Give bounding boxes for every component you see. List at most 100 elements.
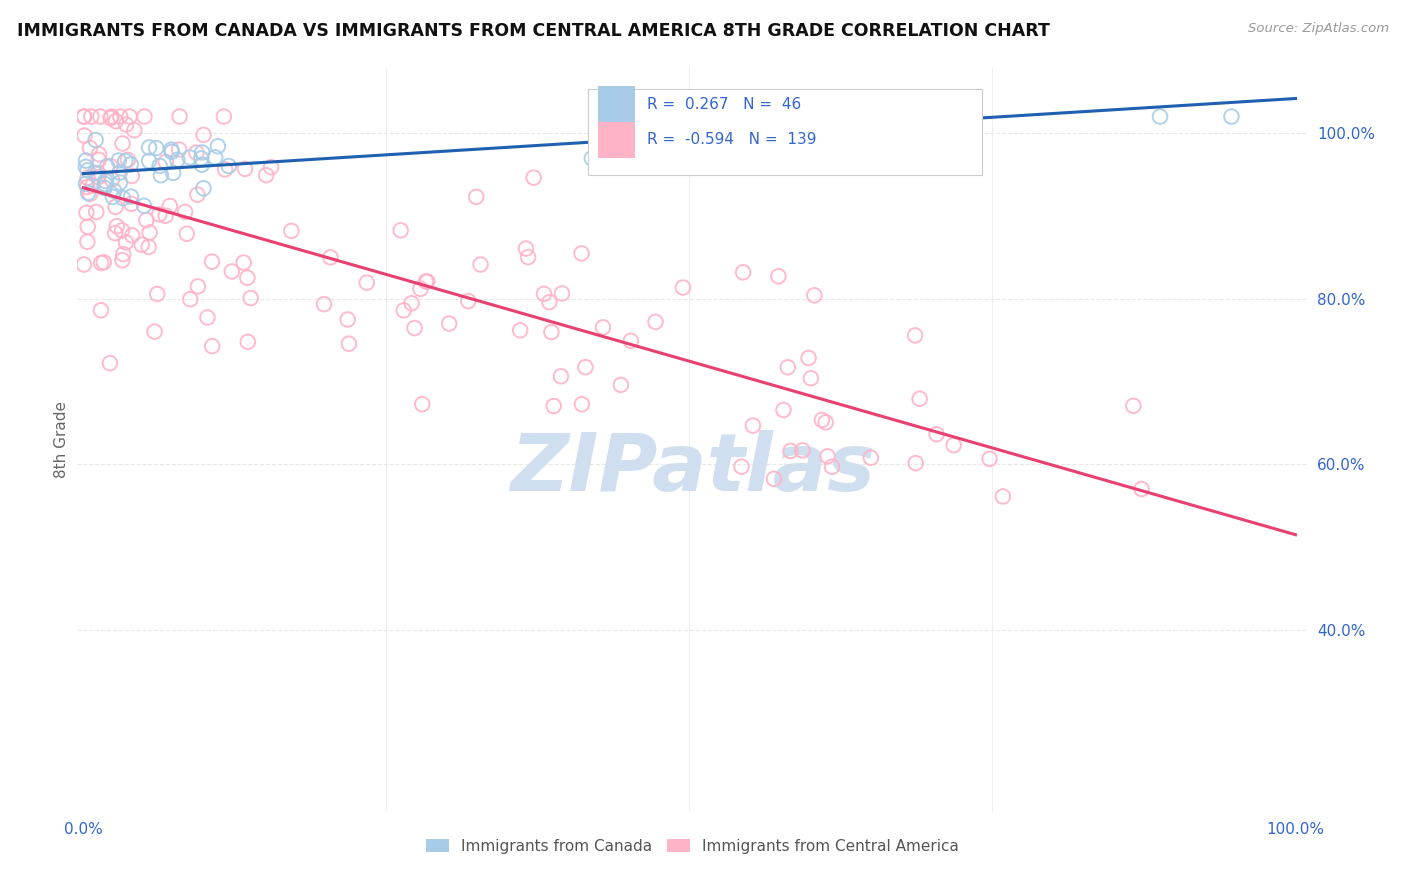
Point: [1149, 110, 1171, 124]
Point: [356, 276, 378, 290]
Point: [571, 246, 593, 260]
Point: [89, 110, 111, 124]
Point: [733, 265, 755, 279]
Point: [1122, 399, 1144, 413]
Point: [319, 251, 342, 265]
Point: [620, 334, 643, 348]
Point: [742, 418, 765, 433]
Point: [100, 111, 122, 125]
Point: [76, 180, 98, 194]
Point: [87, 147, 110, 161]
Point: [404, 321, 426, 335]
Point: [111, 136, 134, 151]
Point: [155, 209, 177, 223]
Point: [797, 351, 820, 365]
Point: [415, 275, 437, 289]
Point: [135, 213, 157, 227]
Point: [179, 151, 201, 165]
Point: [186, 145, 208, 160]
Point: [979, 451, 1001, 466]
Point: [149, 159, 172, 173]
Point: [101, 172, 124, 186]
Point: [75, 160, 97, 174]
Point: [792, 443, 814, 458]
Point: [104, 114, 127, 128]
Point: [515, 242, 537, 256]
Point: [75, 177, 97, 191]
Point: [212, 110, 235, 124]
Point: [146, 287, 169, 301]
Point: [120, 157, 142, 171]
Point: [79, 186, 101, 201]
Point: [672, 280, 695, 294]
Point: [191, 145, 214, 160]
Point: [221, 264, 243, 278]
Point: [779, 443, 801, 458]
Point: [571, 397, 593, 411]
Point: [160, 145, 183, 159]
Point: [120, 196, 142, 211]
Point: [118, 110, 141, 124]
Point: [114, 153, 136, 168]
Point: [94, 177, 117, 191]
Text: Source: ZipAtlas.com: Source: ZipAtlas.com: [1249, 22, 1389, 36]
Point: [232, 255, 254, 269]
Point: [76, 235, 98, 249]
Point: [644, 315, 666, 329]
Point: [280, 224, 302, 238]
Point: [218, 159, 240, 173]
Point: [138, 140, 160, 154]
FancyBboxPatch shape: [588, 89, 981, 175]
Point: [167, 143, 190, 157]
Point: [416, 275, 439, 289]
Point: [523, 170, 546, 185]
Point: [134, 110, 156, 124]
Point: [162, 166, 184, 180]
Point: [132, 199, 155, 213]
Point: [84, 133, 107, 147]
Point: [581, 152, 603, 166]
Point: [193, 128, 215, 142]
Point: [104, 200, 127, 214]
Point: [204, 150, 226, 164]
Point: [166, 153, 188, 167]
Point: [80, 110, 103, 124]
Point: [98, 356, 121, 370]
Point: [236, 334, 259, 349]
Point: [94, 174, 117, 188]
Point: [859, 450, 882, 465]
Point: [811, 413, 834, 427]
Point: [122, 123, 145, 137]
Point: [409, 282, 432, 296]
Point: [111, 191, 134, 205]
Point: [214, 162, 236, 177]
Point: [509, 323, 531, 337]
Point: [768, 269, 790, 284]
Point: [77, 186, 100, 200]
Point: [138, 226, 160, 240]
Point: [73, 110, 96, 124]
Point: [96, 160, 118, 174]
Point: [201, 339, 224, 353]
Point: [679, 120, 702, 134]
Point: [104, 226, 127, 240]
Point: [108, 176, 131, 190]
Point: [543, 399, 565, 413]
Point: [176, 227, 198, 241]
Point: [110, 110, 132, 124]
Point: [73, 128, 96, 143]
Point: [115, 118, 138, 132]
Point: [84, 166, 107, 180]
Point: [337, 336, 360, 351]
Point: [160, 143, 183, 157]
Point: [201, 254, 224, 268]
Point: [800, 371, 823, 385]
Point: [260, 160, 283, 174]
Point: [76, 206, 98, 220]
Point: [120, 189, 142, 203]
Point: [121, 169, 143, 183]
Point: [93, 255, 115, 269]
FancyBboxPatch shape: [598, 122, 634, 158]
Text: R =  0.267   N =  46: R = 0.267 N = 46: [647, 96, 801, 112]
Point: [121, 228, 143, 243]
